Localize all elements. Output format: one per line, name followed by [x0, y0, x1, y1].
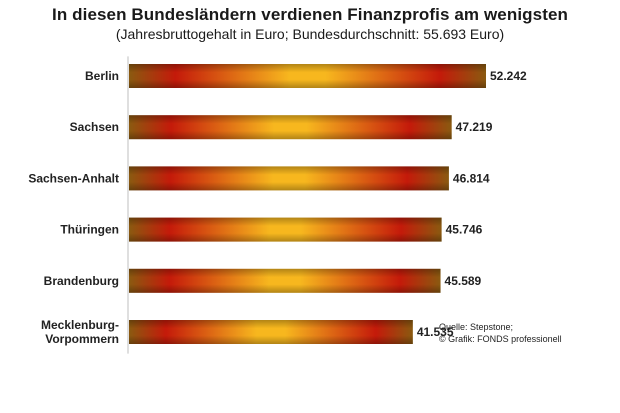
bar-shade	[129, 115, 452, 140]
bar-shade	[129, 217, 442, 242]
category-label: Mecklenburg-Vorpommern	[41, 318, 119, 346]
data-label: 46.814	[453, 171, 490, 185]
bar-shade	[129, 268, 441, 293]
data-label: 41.535	[417, 325, 454, 339]
source-note: Quelle: Stepstone; © Grafik: FONDS profe…	[439, 321, 562, 345]
data-label: 52.242	[490, 69, 527, 83]
category-label: Sachsen	[70, 120, 119, 134]
category-label: Thüringen	[60, 223, 119, 237]
data-label: 45.589	[445, 274, 482, 288]
bar-shade	[129, 320, 413, 344]
bar-group	[129, 320, 413, 344]
bar-shade	[129, 64, 486, 88]
bar-group	[129, 166, 449, 191]
category-label: Sachsen-Anhalt	[28, 171, 119, 185]
source-line: Quelle: Stepstone;	[439, 322, 514, 332]
bar-group	[129, 268, 441, 293]
bar-group	[129, 64, 486, 88]
category-label: Berlin	[85, 69, 119, 83]
bar-shade	[129, 166, 449, 191]
bar-group	[129, 217, 442, 242]
chart-subtitle: (Jahresbruttogehalt in Euro; Bundesdurch…	[115, 26, 505, 42]
chart-title: In diesen Bundesländern verdienen Finanz…	[52, 5, 568, 24]
copyright-line: © Grafik: FONDS professionell	[439, 334, 562, 344]
bar-group	[129, 115, 452, 140]
category-label: Brandenburg	[44, 274, 119, 288]
data-label: 47.219	[456, 120, 493, 134]
data-label: 45.746	[446, 223, 483, 237]
